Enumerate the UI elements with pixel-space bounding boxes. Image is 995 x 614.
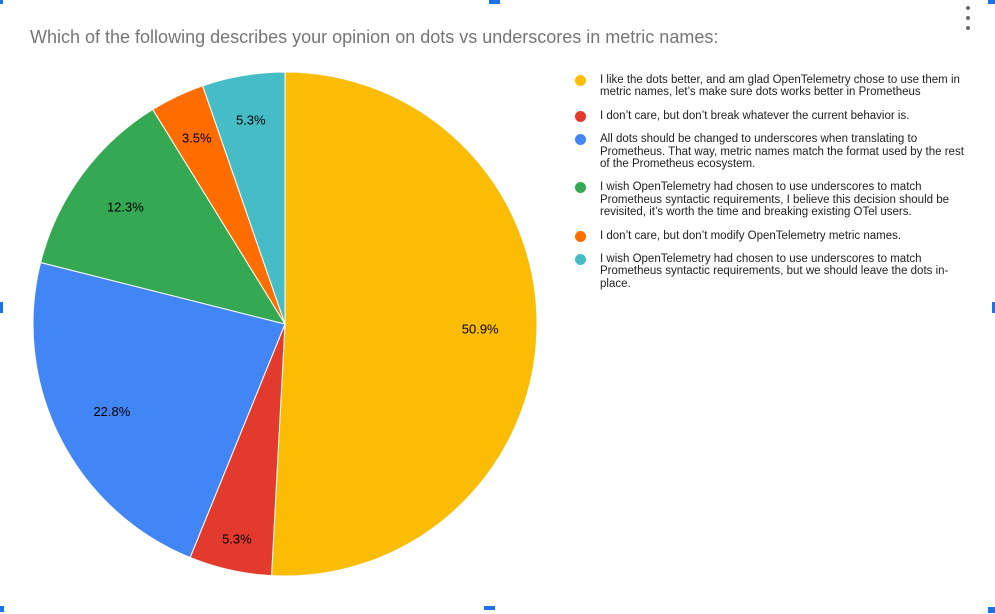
legend-swatch-icon bbox=[575, 134, 586, 146]
legend-label: All dots should be changed to underscore… bbox=[600, 133, 964, 171]
slice-percent-label-3: 12.3% bbox=[107, 200, 144, 215]
legend-label: I like the dots better, and am glad Open… bbox=[600, 74, 960, 99]
pie-slice-5 bbox=[202, 71, 286, 325]
legend-swatch-icon bbox=[575, 254, 586, 266]
selection-handle-bottom-center[interactable] bbox=[484, 606, 495, 610]
selection-handle-bottom-left[interactable] bbox=[0, 606, 4, 612]
selection-handle-top-left[interactable] bbox=[0, 0, 3, 4]
legend-swatch-icon bbox=[575, 182, 586, 194]
selection-handle-bottom-right[interactable] bbox=[988, 607, 995, 613]
legend-label: I don’t care, but don’t break whatever t… bbox=[600, 109, 910, 122]
slice-percent-label-1: 5.3% bbox=[222, 532, 252, 547]
legend-item-1: I don’t care, but don’t break whatever t… bbox=[575, 110, 975, 122]
legend-item-4: I don’t care, but don’t modify OpenTelem… bbox=[575, 230, 975, 242]
pie-slice-0 bbox=[271, 71, 538, 577]
legend-swatch-icon bbox=[575, 110, 586, 122]
kebab-dot-icon bbox=[966, 16, 970, 20]
slice-percent-label-2: 22.8% bbox=[93, 404, 130, 419]
slice-percent-label-4: 3.5% bbox=[182, 130, 212, 145]
slice-percent-label-0: 50.9% bbox=[462, 322, 499, 337]
legend-label: I don’t care, but don’t modify OpenTelem… bbox=[600, 229, 902, 242]
chart-legend: I like the dots better, and am glad Open… bbox=[575, 74, 975, 290]
more-options-button[interactable] bbox=[959, 2, 977, 38]
legend-label: I wish OpenTelemetry had chosen to use u… bbox=[600, 181, 950, 219]
legend-label: I wish OpenTelemetry had chosen to use u… bbox=[600, 253, 949, 290]
legend-swatch-icon bbox=[575, 75, 586, 86]
legend-item-2: All dots should be changed to underscore… bbox=[575, 133, 975, 170]
pie-chart: 50.9% 5.3% 22.8% 12.3% 3.5% 5.3% bbox=[32, 71, 538, 577]
legend-item-5: I wish OpenTelemetry had chosen to use u… bbox=[575, 253, 975, 290]
selection-handle-top-center[interactable] bbox=[489, 0, 500, 4]
legend-item-0: I like the dots better, and am glad Open… bbox=[575, 74, 975, 99]
kebab-dot-icon bbox=[966, 6, 970, 10]
selection-handle-top-right[interactable] bbox=[988, 0, 995, 4]
selection-handle-middle-right[interactable] bbox=[992, 302, 995, 313]
legend-swatch-icon bbox=[575, 230, 586, 242]
slice-percent-label-5: 5.3% bbox=[236, 113, 266, 128]
selection-handle-middle-left[interactable] bbox=[0, 302, 3, 313]
pie-slice-2 bbox=[32, 261, 286, 559]
kebab-dot-icon bbox=[966, 26, 970, 30]
legend-item-3: I wish OpenTelemetry had chosen to use u… bbox=[575, 181, 975, 218]
chart-title: Which of the following describes your op… bbox=[30, 27, 719, 47]
pie-slice-3 bbox=[40, 108, 287, 325]
